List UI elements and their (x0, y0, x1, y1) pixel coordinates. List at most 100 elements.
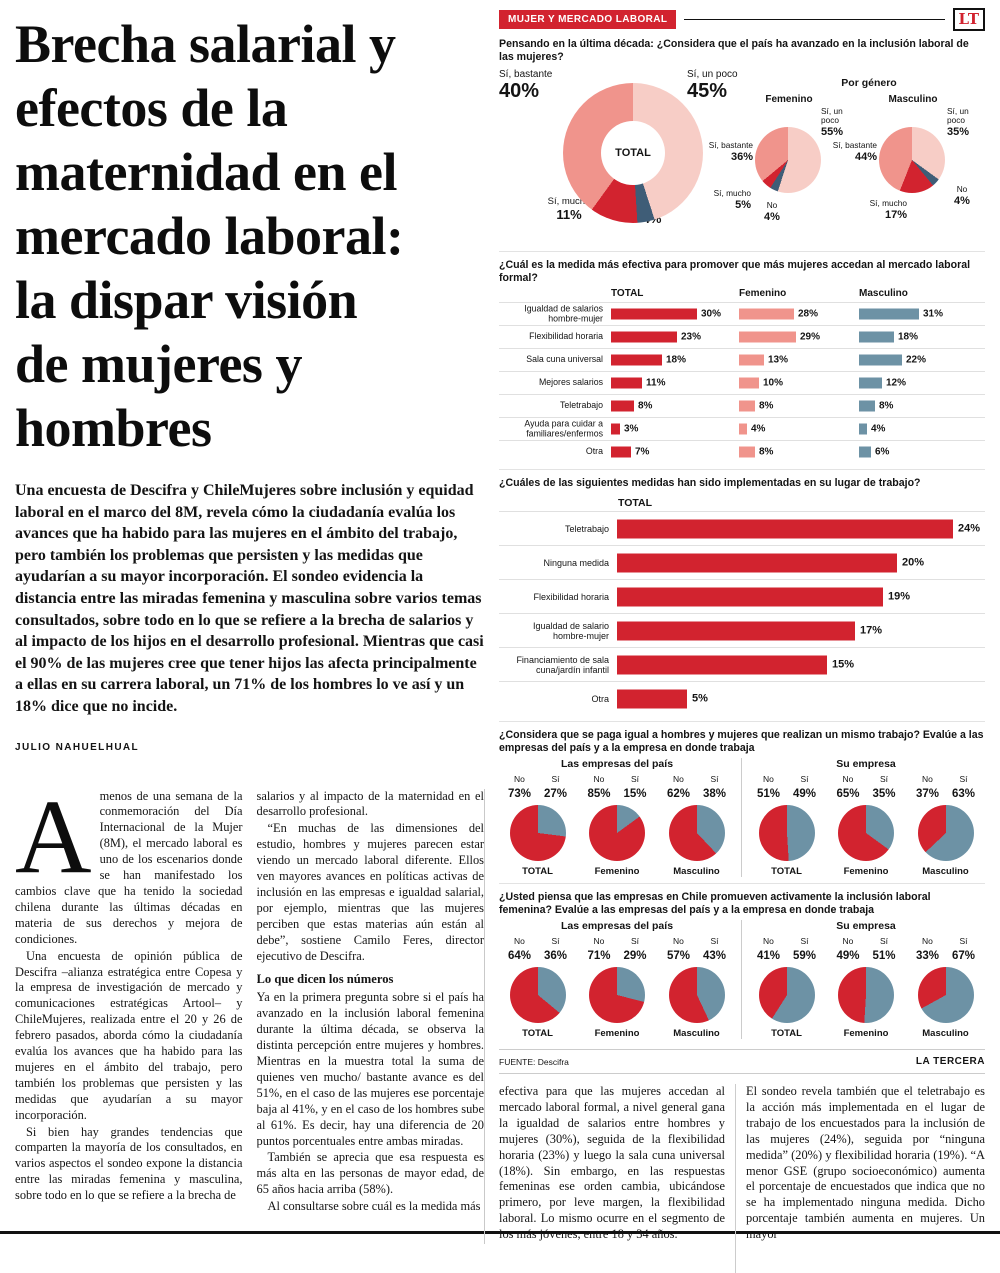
bar (617, 553, 897, 572)
article-paragraph: También se aprecia que esa respuesta es … (256, 1150, 485, 1197)
pie-row: No 64% Sí 36% TOTAL No 71% Sí 29% Femenino No 57% Sí… (499, 936, 735, 1040)
bar-value: 19% (888, 590, 911, 603)
bar-row: Otra 5% (499, 681, 985, 715)
drop-cap: A (15, 788, 92, 895)
si-label: Sí (631, 774, 640, 784)
bar (611, 331, 677, 343)
article-body-column-4: El sondeo revela también que el teletrab… (735, 1084, 985, 1273)
pie-name: TOTAL (771, 1028, 802, 1039)
pie-values: No 62% Sí 38% (659, 775, 734, 802)
no-label: No (763, 774, 774, 784)
bar-row: Otra 7% 8% 6% (499, 440, 985, 463)
si-label: Sí (631, 936, 640, 946)
slice-label-si-mucho: Sí, mucho 5% (695, 188, 751, 212)
no-label: No (514, 936, 525, 946)
slice-label-si-bastante: Sí, bastante 36% (707, 140, 753, 163)
bar-cell: 4% (739, 423, 766, 435)
lt-logo: LT (952, 7, 985, 31)
pie-row: No 51% Sí 49% TOTAL No 65% Sí 35% Femenino No 37% Sí… (748, 774, 984, 878)
no-value: No 33% (916, 937, 939, 964)
slice-value: 55% (821, 126, 844, 139)
bar-value: 22% (906, 354, 927, 366)
no-percent: 49% (836, 950, 860, 962)
pie-chart (838, 967, 894, 1023)
si-value: Sí 35% (873, 775, 896, 802)
bar-cell: 23% (611, 331, 701, 343)
slice-value: 5% (735, 199, 751, 212)
bar-row: Mejores salarios 11% 10% 12% (499, 371, 985, 394)
article-body-bottom: efectiva para que las mujeres accedan al… (499, 1073, 985, 1273)
slice-name: Sí, mucho (713, 188, 751, 198)
bar-value: 11% (646, 377, 666, 389)
bar-category-label: Otra (585, 446, 603, 457)
pie-group: Las empresas del país No 64% Sí 36% TOTAL No 71… (499, 920, 735, 1039)
source-credit: FUENTE: Descifra (499, 1056, 569, 1067)
si-label: Sí (959, 936, 968, 946)
headline-line: efectos de la (15, 78, 288, 138)
bar (611, 354, 662, 366)
bar-value: 20% (902, 556, 925, 569)
article-body-column-2: salarios y al impacto de la maternidad e… (257, 789, 485, 1244)
bar-row: Flexibilidad horaria 19% (499, 579, 985, 613)
bar (859, 423, 867, 435)
si-label: Sí (959, 774, 968, 784)
series-header-masculino: Masculino (859, 288, 908, 299)
bar-cell: 5% (617, 689, 708, 708)
no-percent: 37% (915, 788, 939, 800)
pie-values: No 33% Sí 67% (908, 937, 983, 964)
donut-center-label: TOTAL (615, 147, 651, 159)
slice-value: 4% (954, 195, 970, 208)
pie-values: No 41% Sí 59% (749, 937, 824, 964)
no-label: No (673, 774, 684, 784)
si-value: Sí 15% (624, 775, 647, 802)
pie-group-title: Su empresa (836, 758, 896, 770)
bar-cell: 8% (611, 400, 652, 412)
bar-category-label: Teletrabajo (564, 523, 609, 534)
bar-cell: 30% (611, 308, 721, 320)
bar-category-label: Igualdad de salarios hombre-mujer (524, 303, 603, 323)
no-percent: 73% (507, 788, 531, 800)
bar-value: 8% (759, 446, 774, 458)
vertical-divider (741, 758, 742, 877)
bar-row: Ayuda para cuidar a familiares/enfermos 3… (499, 417, 985, 440)
article-paragraph: “En muchas de las dimensiones del estudi… (256, 821, 485, 963)
question-title: ¿Cuál es la medida más efectiva para pro… (499, 259, 971, 284)
femenino-label: Femenino (765, 94, 813, 105)
bar-value: 28% (798, 308, 819, 320)
pie-group: Su empresa No 51% Sí 49% TOTAL No 65% Sí 35% Femen… (748, 758, 984, 877)
bar (617, 621, 855, 640)
bar (617, 655, 827, 674)
masculino-pie-chart (879, 127, 945, 193)
headline: Brecha salarial y efectos de la maternid… (15, 12, 485, 460)
article-paragraph: salarios y al impacto de la maternidad e… (256, 788, 485, 819)
bar-value: 24% (958, 522, 981, 535)
pie-chart (917, 967, 974, 1023)
total-donut-chart: TOTAL (563, 83, 703, 223)
bar (739, 377, 759, 389)
question-title: ¿Usted piensa que las empresas en Chile … (499, 891, 931, 916)
bar-row: Igualdad de salario hombre-mujer 17% (499, 613, 985, 647)
pie-name: Masculino (673, 866, 720, 877)
donut-charts: Sí, bastante 40% Sí, un poco 45% Sí, muc… (499, 67, 985, 245)
si-percent: 43% (703, 950, 727, 962)
bar-value: 17% (860, 624, 883, 637)
si-percent: 27% (544, 788, 568, 800)
no-value: No 57% (667, 937, 690, 964)
pie-values: No 57% Sí 43% (659, 937, 734, 964)
bar-value: 29% (800, 331, 821, 343)
bar-row: Teletrabajo 8% 8% 8% (499, 394, 985, 417)
pie-name: TOTAL (522, 866, 553, 877)
slice-value: 40% (499, 80, 540, 102)
slice-value: 17% (884, 209, 907, 222)
si-value: Sí 43% (703, 937, 726, 964)
bar-category-label: Sala cuna universal (526, 354, 603, 365)
si-label: Sí (710, 774, 719, 784)
bar-cell: 13% (739, 354, 788, 366)
pie-cell: No 51% Sí 49% TOTAL (749, 774, 824, 878)
pie-values: No 64% Sí 36% (500, 937, 575, 964)
si-percent: 59% (793, 950, 817, 962)
pie-cell: No 57% Sí 43% Masculino (659, 937, 734, 1040)
bar-value: 4% (751, 423, 766, 435)
